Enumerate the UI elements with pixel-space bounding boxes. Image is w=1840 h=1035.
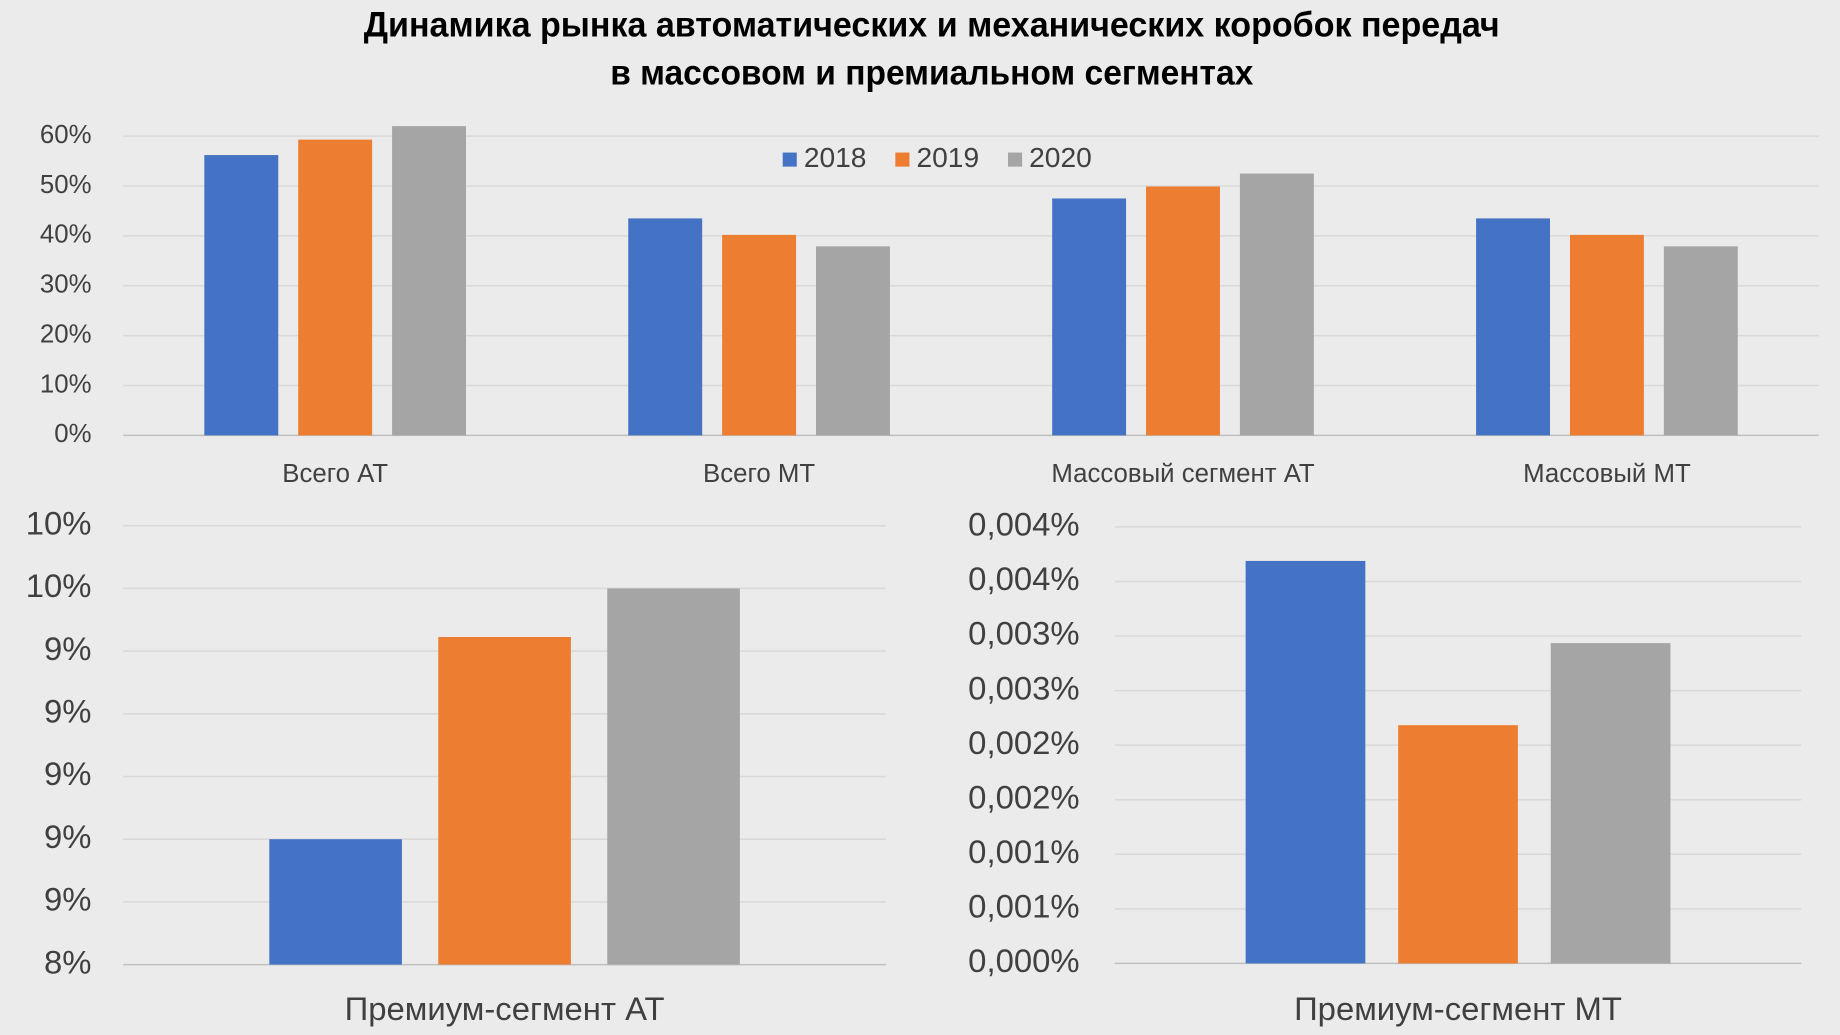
y-tick-label: 0,001%: [968, 833, 1079, 870]
x-tick-label: Всего АТ: [282, 460, 388, 488]
bar: [1550, 643, 1671, 964]
y-tick-label: 9%: [44, 755, 91, 792]
bar: [628, 218, 703, 436]
bar: [1052, 198, 1127, 436]
bar: [392, 126, 467, 436]
bar: [1146, 186, 1220, 436]
y-tick-label: 40%: [40, 221, 92, 249]
bar: [1239, 173, 1314, 436]
legend-label: 2019: [916, 142, 979, 173]
y-tick-label: 60%: [40, 121, 92, 149]
legend-label: 2020: [1029, 142, 1092, 173]
bar: [438, 637, 571, 965]
legend-swatch: [782, 152, 797, 167]
bar: [1245, 560, 1366, 964]
y-tick-label: 50%: [40, 171, 92, 199]
y-tick-label: 9%: [44, 692, 91, 729]
y-tick-label: 0,004%: [968, 506, 1079, 543]
legend-swatch: [895, 152, 910, 167]
bar: [1398, 725, 1518, 964]
y-tick-label: 9%: [44, 630, 91, 667]
x-tick-label: Всего МТ: [703, 460, 815, 488]
x-tick-label: Массовый МТ: [1523, 460, 1691, 488]
x-tick-label: Премиум-сегмент АТ: [345, 990, 665, 1027]
y-tick-label: 20%: [40, 320, 92, 348]
bar: [816, 246, 890, 436]
bar: [204, 155, 279, 436]
y-tick-label: 10%: [26, 504, 92, 541]
y-tick-label: 9%: [44, 818, 91, 855]
y-tick-label: 0,001%: [968, 888, 1079, 925]
y-tick-label: 10%: [26, 567, 92, 604]
bar: [722, 234, 797, 436]
bar: [298, 139, 373, 436]
y-tick-label: 0,003%: [968, 615, 1079, 652]
y-tick-label: 0,004%: [968, 560, 1079, 597]
bar: [1663, 246, 1738, 436]
legend-label: 2018: [804, 142, 867, 173]
y-tick-label: 0,002%: [968, 778, 1079, 815]
bar: [1476, 218, 1551, 436]
y-tick-label: 0,002%: [968, 724, 1079, 761]
y-tick-label: 30%: [40, 271, 92, 299]
y-tick-label: 0%: [54, 420, 91, 448]
bar: [1569, 234, 1644, 436]
bar: [269, 839, 402, 965]
y-tick-label: 0,003%: [968, 669, 1079, 706]
bar: [607, 588, 740, 965]
x-tick-label: Массовый сегмент АТ: [1051, 460, 1315, 488]
y-tick-label: 9%: [44, 881, 91, 918]
y-tick-label: 8%: [44, 943, 91, 980]
chart-title: в массовом и премиальном сегментах: [610, 53, 1253, 92]
chart-title: Динамика рынка автоматических и механиче…: [364, 5, 1500, 44]
y-tick-label: 10%: [40, 370, 92, 398]
legend-swatch: [1008, 152, 1023, 167]
y-tick-label: 0,000%: [968, 942, 1079, 979]
x-tick-label: Премиум-сегмент МТ: [1294, 990, 1622, 1027]
